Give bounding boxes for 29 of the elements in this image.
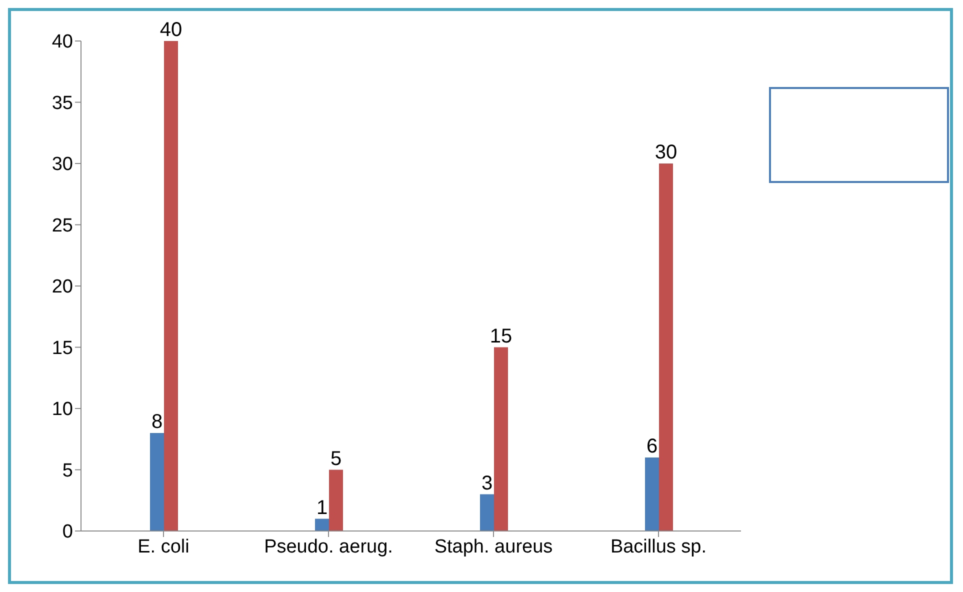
x-tick-label: Pseudo. aerug.: [264, 536, 393, 558]
data-label: 8: [151, 411, 163, 433]
y-tick-label: 35: [52, 92, 73, 114]
bar: [329, 470, 343, 531]
y-tick-label: 0: [62, 522, 73, 543]
x-tick-label: Bacillus sp.: [610, 536, 707, 558]
y-tick-label: 40: [52, 32, 73, 53]
y-tick-label: 10: [52, 399, 73, 420]
y-tick-label: 5: [62, 460, 73, 482]
bar: [150, 433, 164, 531]
data-label: 30: [654, 142, 678, 164]
bar: [659, 164, 673, 531]
y-tick-label: 25: [52, 215, 73, 236]
data-label: 6: [646, 436, 658, 458]
data-label: 1: [316, 496, 328, 519]
bar: [645, 458, 659, 531]
x-tick-label: Staph. aureus: [434, 536, 553, 558]
y-tick-label: 15: [52, 338, 73, 359]
bar: [494, 347, 508, 531]
bar: [480, 494, 494, 531]
data-label: 15: [490, 325, 512, 348]
bar: [315, 518, 329, 531]
data-label: 40: [160, 19, 182, 41]
data-label: 3: [481, 472, 493, 494]
bar: [164, 41, 178, 531]
x-tick-label: E. coli: [138, 536, 190, 558]
data-label: 5: [330, 448, 342, 470]
y-tick-label: 20: [52, 276, 73, 298]
y-tick-label: 30: [52, 154, 73, 176]
